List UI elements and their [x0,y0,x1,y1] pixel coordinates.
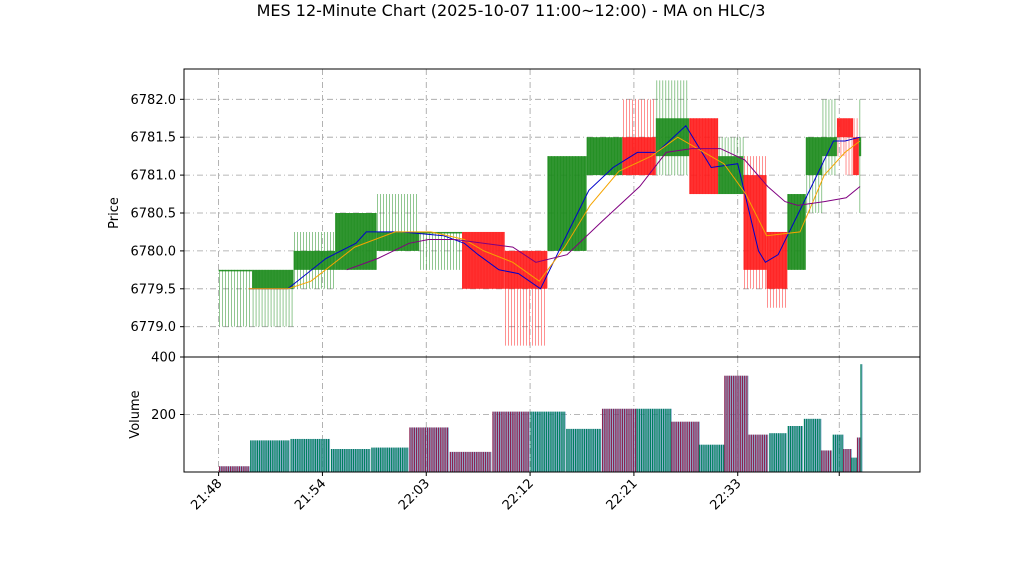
price-bar-body [376,231,420,251]
price-bar-down [836,118,846,157]
volume-y-ticks: 200 400 [151,351,184,423]
price-bar-up [376,194,420,251]
volume-bar-down [449,451,492,472]
price-bar-down [622,99,656,176]
price-tick-label: 6780.5 [131,207,177,222]
volume-bar-down [492,411,530,472]
price-bar-up [252,269,294,327]
price-bar-body [743,175,767,270]
volume-bar-down [218,466,250,472]
price-bar-body [462,231,505,289]
volume-bar-up [787,426,804,472]
ma-line-2 [248,136,861,290]
price-bar-down [462,231,505,289]
volume-bar-down [821,450,833,472]
x-tick-label: 22:03 [396,476,433,513]
price-bar-body [718,156,744,195]
price-bar-body [504,250,548,289]
price-y-ticks: 6779.0 6779.5 6780.0 6780.5 6781.0 6781.5 6782… [131,93,184,335]
x-tick-label: 22:33 [707,476,744,513]
price-bar-body [586,137,623,176]
price-bar-body [858,137,862,157]
volume-tick-label: 200 [151,408,176,423]
x-tick-label: 21:54 [292,476,329,513]
price-bar-body [853,137,859,176]
ma-line-1 [248,125,861,290]
volume-bar-up [290,438,331,472]
x-tick-label: 21:48 [188,476,225,513]
price-bar-up [858,99,862,213]
volume-bar-up [698,444,726,472]
volume-bar-down [843,449,852,472]
price-tick-label: 6781.0 [131,169,177,184]
price-bar-down [504,250,548,346]
price-bar-body [805,137,822,176]
volume-bar-up [371,447,409,472]
x-axis-ticks: 21:48 21:54 22:03 22:12 22:21 22:33 [188,472,840,513]
volume-bar-down [724,375,749,472]
moving-average-lines [248,125,861,290]
x-tick-label: 22:12 [500,476,537,513]
price-bar-up [586,137,623,176]
price-bar-up [419,231,463,270]
volume-bar-up [769,433,787,472]
volume-bar-up [330,449,371,472]
price-bar-body [252,269,294,289]
price-bar-body [293,250,336,270]
price-bar-up [547,156,587,251]
price-bar-body [821,137,837,157]
volume-bar-down [856,437,862,472]
price-bar-body [547,156,587,251]
volume-bar-up [566,428,602,472]
price-bar-up [805,137,823,213]
price-tick-label: 6779.0 [131,320,177,335]
price-tick-label: 6779.5 [131,282,177,297]
price-axis-label: Price [107,197,122,229]
volume-bar-up [250,440,290,472]
price-bar-up [218,269,253,327]
price-bar-body [419,231,463,234]
volume-bar-down [601,408,638,472]
price-bar-down [743,156,767,289]
price-bar-body [655,118,690,157]
volume-bar-down [409,427,449,472]
price-bar-down [853,118,859,176]
price-tick-label: 6782.0 [131,93,177,108]
chart-title: MES 12-Minute Chart (2025-10-07 11:00~12… [256,1,766,20]
volume-bars [218,364,863,472]
price-bar-body [845,118,854,138]
price-bar-body [218,269,253,272]
volume-bar-up [803,418,822,472]
volume-bar-up [636,408,672,472]
volume-bar-down [671,421,700,472]
volume-tick-label: 400 [151,351,176,366]
volume-axis-label: Volume [128,390,143,438]
volume-bar-up [530,411,566,472]
volume-bar-down [748,434,769,472]
price-tick-label: 6780.0 [131,244,177,259]
x-tick-label: 22:21 [604,476,641,513]
ma-line-3 [346,148,861,271]
volume-bar-up [860,364,863,472]
volume-bar-up [851,457,858,472]
volume-bar-up [832,434,844,472]
price-bar-body [766,231,788,289]
price-bar-up [293,231,336,289]
price-bar-body [689,118,719,195]
price-bar-down [689,118,719,195]
price-tick-label: 6781.5 [131,131,177,146]
price-bar-body [836,118,846,138]
